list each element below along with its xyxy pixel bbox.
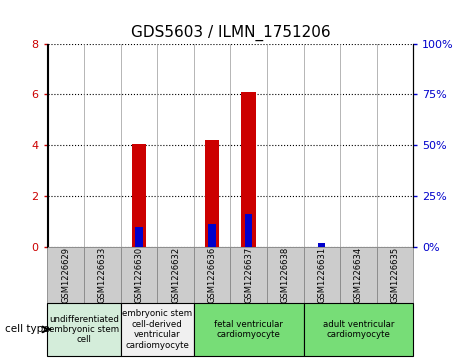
Bar [194, 247, 230, 303]
Text: fetal ventricular
cardiomyocyte: fetal ventricular cardiomyocyte [214, 320, 283, 339]
Bar [84, 247, 121, 303]
Bar [135, 227, 142, 247]
Bar [209, 224, 216, 247]
Bar [318, 243, 325, 247]
Bar [48, 303, 121, 356]
Bar [194, 303, 304, 356]
Text: GSM1226634: GSM1226634 [354, 247, 363, 303]
Bar [121, 247, 157, 303]
Text: GSM1226635: GSM1226635 [390, 247, 399, 303]
Bar [377, 247, 413, 303]
Text: GSM1226632: GSM1226632 [171, 247, 180, 303]
Text: adult ventricular
cardiomyocyte: adult ventricular cardiomyocyte [323, 320, 394, 339]
Text: GSM1226636: GSM1226636 [208, 247, 217, 303]
Title: GDS5603 / ILMN_1751206: GDS5603 / ILMN_1751206 [131, 25, 330, 41]
Text: GSM1226629: GSM1226629 [61, 247, 70, 303]
Bar [121, 303, 194, 356]
Bar [245, 214, 252, 247]
Text: GSM1226637: GSM1226637 [244, 247, 253, 303]
Text: GSM1226638: GSM1226638 [281, 247, 290, 303]
Bar [304, 303, 413, 356]
Bar [132, 144, 146, 247]
Bar [241, 92, 256, 247]
Text: GSM1226631: GSM1226631 [317, 247, 326, 303]
Bar [304, 247, 340, 303]
Text: GSM1226630: GSM1226630 [134, 247, 143, 303]
Text: GSM1226633: GSM1226633 [98, 247, 107, 303]
Bar [157, 247, 194, 303]
Bar [340, 247, 377, 303]
Bar [48, 247, 84, 303]
Bar [205, 140, 219, 247]
Bar [267, 247, 304, 303]
Text: undifferentiated
embryonic stem
cell: undifferentiated embryonic stem cell [49, 314, 119, 344]
Text: embryonic stem
cell-derived
ventricular
cardiomyocyte: embryonic stem cell-derived ventricular … [122, 309, 192, 350]
Text: cell type: cell type [5, 325, 49, 334]
Bar [230, 247, 267, 303]
